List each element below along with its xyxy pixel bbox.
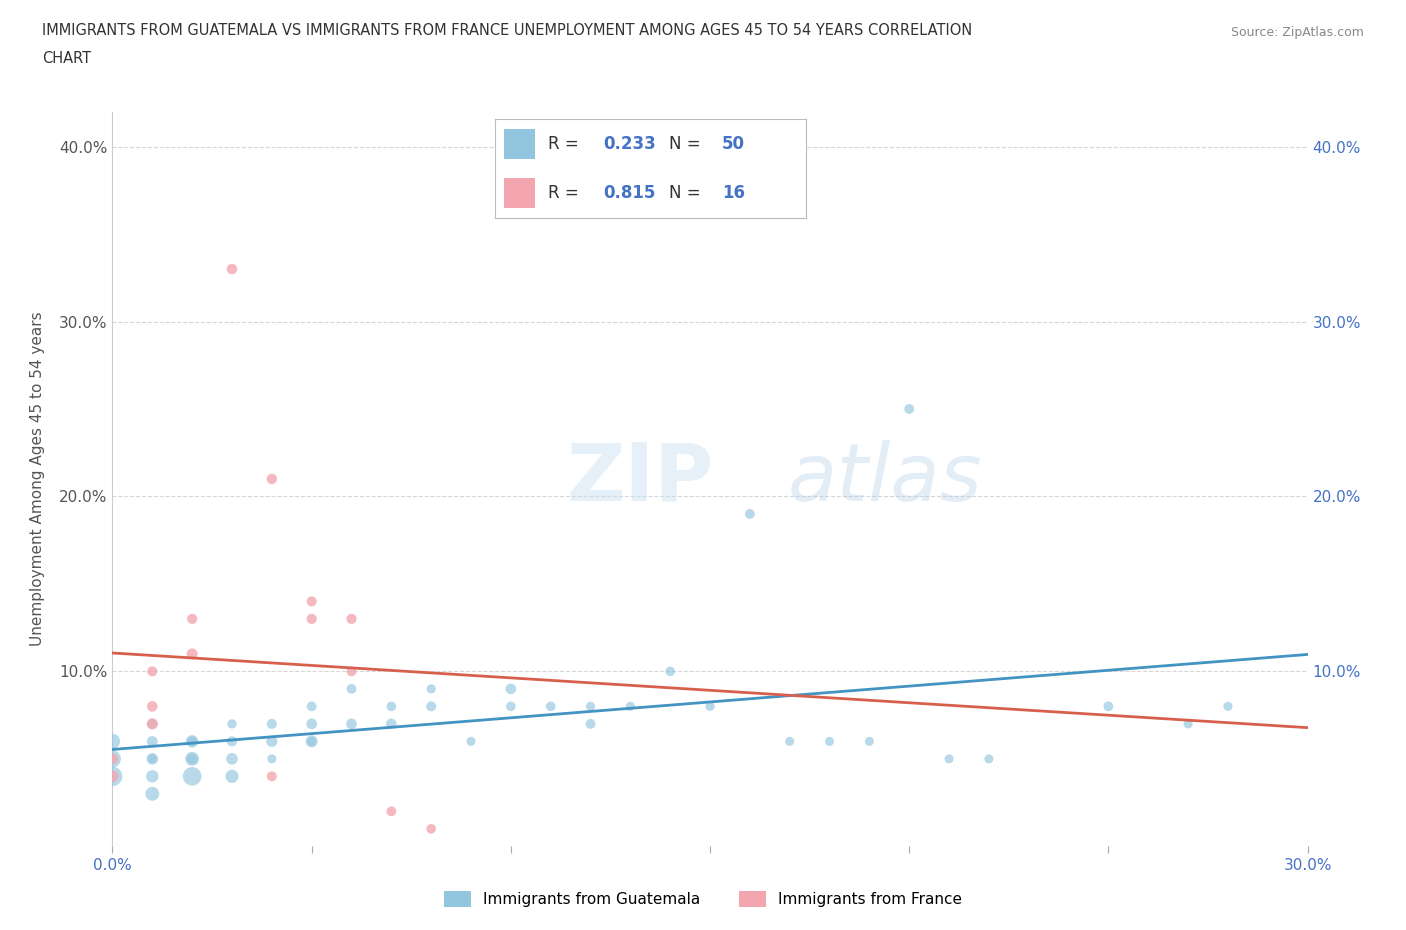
Point <box>260 734 283 749</box>
Point <box>1177 716 1199 731</box>
Point <box>1216 699 1239 714</box>
Point <box>340 682 363 697</box>
Text: ZIP: ZIP <box>567 440 714 518</box>
Point <box>221 734 243 749</box>
Point <box>101 734 124 749</box>
Point <box>181 646 204 661</box>
Point <box>540 699 562 714</box>
Point <box>181 734 204 749</box>
Point <box>499 699 522 714</box>
Point <box>101 751 124 766</box>
Point <box>380 699 402 714</box>
Point <box>141 699 163 714</box>
Point <box>938 751 960 766</box>
Point <box>141 787 163 802</box>
Point <box>858 734 880 749</box>
Text: atlas: atlas <box>787 440 983 518</box>
Point <box>579 716 602 731</box>
Point <box>181 611 204 626</box>
Point <box>141 716 163 731</box>
Point <box>779 734 801 749</box>
Point <box>141 734 163 749</box>
Point <box>340 611 363 626</box>
Point <box>260 751 283 766</box>
Point <box>101 751 124 766</box>
Point <box>141 716 163 731</box>
Legend: Immigrants from Guatemala, Immigrants from France: Immigrants from Guatemala, Immigrants fr… <box>437 884 969 913</box>
Point <box>181 751 204 766</box>
Point <box>260 472 283 486</box>
Point <box>579 699 602 714</box>
Point <box>221 751 243 766</box>
Point <box>1097 699 1119 714</box>
Point <box>301 716 323 731</box>
Point <box>141 751 163 766</box>
Point <box>101 769 124 784</box>
Text: Source: ZipAtlas.com: Source: ZipAtlas.com <box>1230 26 1364 39</box>
Point <box>221 769 243 784</box>
Point <box>738 507 761 522</box>
Point <box>301 699 323 714</box>
Point <box>301 734 323 749</box>
Text: CHART: CHART <box>42 51 91 66</box>
Point <box>420 699 443 714</box>
Point <box>260 716 283 731</box>
Y-axis label: Unemployment Among Ages 45 to 54 years: Unemployment Among Ages 45 to 54 years <box>31 312 45 646</box>
Point <box>181 734 204 749</box>
Point <box>659 664 682 679</box>
Point <box>260 769 283 784</box>
Point <box>380 716 402 731</box>
Point <box>221 261 243 276</box>
Point <box>181 751 204 766</box>
Point <box>221 716 243 731</box>
Point <box>977 751 1000 766</box>
Point <box>301 734 323 749</box>
Point <box>340 664 363 679</box>
Point <box>699 699 721 714</box>
Text: IMMIGRANTS FROM GUATEMALA VS IMMIGRANTS FROM FRANCE UNEMPLOYMENT AMONG AGES 45 T: IMMIGRANTS FROM GUATEMALA VS IMMIGRANTS … <box>42 23 973 38</box>
Point <box>101 769 124 784</box>
Point <box>460 734 482 749</box>
Point <box>340 716 363 731</box>
Point <box>141 751 163 766</box>
Point <box>420 682 443 697</box>
Point <box>420 821 443 836</box>
Point <box>499 682 522 697</box>
Point <box>141 769 163 784</box>
Point <box>619 699 641 714</box>
Point <box>301 594 323 609</box>
Point <box>818 734 841 749</box>
Point <box>898 402 921 417</box>
Point <box>141 664 163 679</box>
Point <box>301 611 323 626</box>
Point <box>380 804 402 818</box>
Point <box>181 769 204 784</box>
